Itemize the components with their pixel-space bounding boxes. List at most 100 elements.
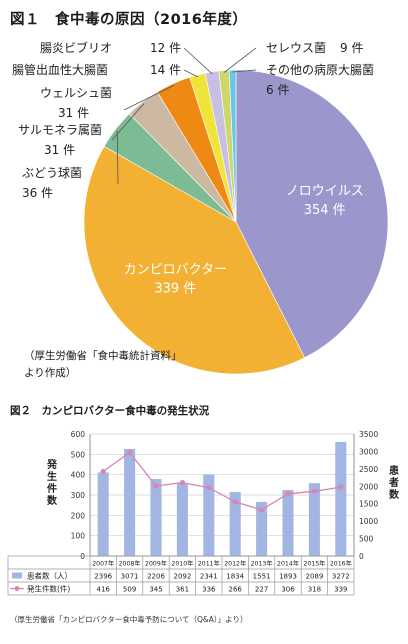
data-label-0-5: 1834 [226, 573, 244, 581]
left-tick-label-0: 0 [80, 552, 85, 561]
x-tick-label-6: 2013年 [251, 560, 273, 568]
pie-leader-5 [183, 69, 199, 78]
right-tick-label-4: 2000 [359, 482, 378, 491]
bar-5 [229, 492, 241, 556]
right-axis-title-char-2: 数 [389, 488, 400, 501]
right-tick-label-1: 500 [359, 535, 374, 544]
left-tick-label-3: 300 [71, 491, 86, 500]
bar-9 [335, 441, 347, 556]
bar-2 [150, 479, 162, 556]
line-point-7 [285, 491, 291, 497]
data-label-1-6: 227 [255, 586, 268, 594]
data-label-1-4: 336 [202, 586, 216, 594]
pie-outside-value-5: 14 件 [150, 63, 181, 77]
bar-3 [176, 483, 188, 556]
x-tick-label-2: 2009年 [145, 560, 167, 568]
x-tick-label-5: 2012年 [224, 560, 246, 568]
pie-chart: ノロウイルス 354 件カンピロバクター 339 件 ぶどう球菌 36 件 サルモネラ属菌… [0, 34, 408, 394]
bar-4 [203, 474, 215, 556]
data-label-0-3: 2092 [173, 573, 191, 581]
pie-leader-6 [183, 47, 213, 75]
legend-name-1: 発生件数(件) [27, 584, 70, 594]
figure2-source: （厚生労働省「カンピロバクター食中毒予防について（Q&A）」より） [10, 614, 247, 624]
pie-slice-8 [228, 69, 237, 223]
left-tick-label-5: 500 [71, 450, 86, 459]
line-point-1 [127, 449, 133, 456]
left-axis-title-char-3: 数 [47, 494, 58, 507]
data-label-0-0: 2396 [94, 573, 112, 581]
legend-swatch-0 [12, 572, 22, 579]
data-table-border [7, 555, 355, 596]
pie-outside-name-2: ぶどう球菌 [22, 166, 82, 180]
x-tick-label-3: 2010年 [171, 560, 193, 568]
figure2-title: 図２ カンピロバクター食中毒の発生状況 [10, 405, 210, 417]
pie-outside-value-2: 36 件 [22, 186, 53, 200]
pie-leader-8 [232, 69, 257, 73]
x-tick-label-4: 2011年 [198, 560, 220, 568]
data-label-1-5: 266 [229, 586, 243, 594]
line-point-0 [100, 468, 106, 475]
combo-chart-svg: 0 100 200 300 400 500 600 0 500 1000 1500 2000 2500 3… [7, 430, 400, 624]
pie-leader-3 [111, 103, 145, 141]
pie-leader-7 [223, 47, 257, 73]
bar-1 [124, 448, 136, 556]
right-tick-label-3: 1500 [359, 500, 378, 509]
data-label-0-9: 3272 [332, 573, 350, 581]
line-point-4 [206, 485, 212, 491]
x-tick-label-9: 2016年 [330, 560, 352, 568]
legend-name-0: 患者数（人） [27, 571, 72, 581]
line-point-6 [259, 507, 265, 513]
pie-outside-name-6: 腸炎ビブリオ [40, 40, 112, 55]
data-label-0-7: 1893 [279, 573, 297, 581]
data-label-1-2: 345 [149, 586, 162, 594]
bar-7 [282, 490, 294, 556]
legend-swatch-1 [14, 586, 20, 591]
data-label-1-1: 509 [123, 586, 136, 594]
pie-outside-name-4: ウェルシュ菌 [40, 86, 112, 100]
line-point-9 [338, 484, 344, 490]
pie-outside-value-6: 12 件 [150, 41, 181, 55]
pie-outside-value-3: 31 件 [44, 143, 75, 157]
pie-label-value-1: 339 件 [154, 282, 196, 297]
pie-outside-value-7: 9 件 [340, 41, 363, 55]
figure1-title: 図１ 食中毒の原因（2016年度） [10, 12, 248, 28]
figure1-source-line1: （厚生労働省「食中毒統計資料」 [24, 350, 182, 362]
pie-leader-2 [116, 130, 119, 185]
line-point-3 [179, 479, 185, 486]
data-label-0-8: 2089 [305, 573, 323, 581]
pie-label-name-0: ノロウイルス [286, 184, 364, 199]
data-label-0-4: 2341 [200, 573, 218, 581]
left-axis-title-char-1: 生 [47, 470, 57, 483]
bar-6 [256, 501, 268, 556]
data-label-1-9: 339 [334, 586, 347, 594]
left-tick-label-6: 600 [71, 430, 86, 439]
data-label-1-7: 306 [281, 586, 295, 594]
left-tick-label-1: 100 [71, 532, 86, 541]
line-point-8 [311, 488, 317, 494]
data-label-0-6: 1551 [253, 573, 271, 581]
x-tick-label-1: 2008年 [119, 560, 141, 568]
pie-outside-name-3: サルモネラ属菌 [18, 123, 102, 137]
pie-slice-1 [83, 145, 306, 375]
line-series [102, 451, 341, 511]
right-tick-label-6: 3000 [359, 447, 378, 456]
data-label-0-2: 2206 [147, 573, 165, 581]
pie-outside-name-5: 腸管出血性大腸菌 [12, 62, 108, 77]
pie-label-name-1: カンピロバクター [124, 263, 227, 278]
bar-0 [97, 472, 109, 556]
bar-8 [308, 483, 320, 556]
data-label-1-8: 318 [308, 586, 321, 594]
pie-label-value-0: 354 件 [304, 203, 346, 218]
pie-leader-4 [123, 85, 175, 111]
x-tick-label-7: 2014年 [277, 560, 299, 568]
right-tick-label-5: 2500 [359, 465, 378, 474]
pie-slice-0 [235, 69, 389, 359]
right-axis-title-char-1: 者 [388, 476, 399, 489]
data-label-1-0: 416 [97, 586, 111, 594]
line-point-5 [232, 499, 238, 505]
right-axis-title-char-0: 患 [389, 464, 399, 477]
figure1-source: （厚生労働省「食中毒統計資料」 より作成） [24, 348, 182, 382]
x-tick-label-8: 2015年 [303, 560, 325, 568]
line-point-2 [153, 483, 159, 489]
